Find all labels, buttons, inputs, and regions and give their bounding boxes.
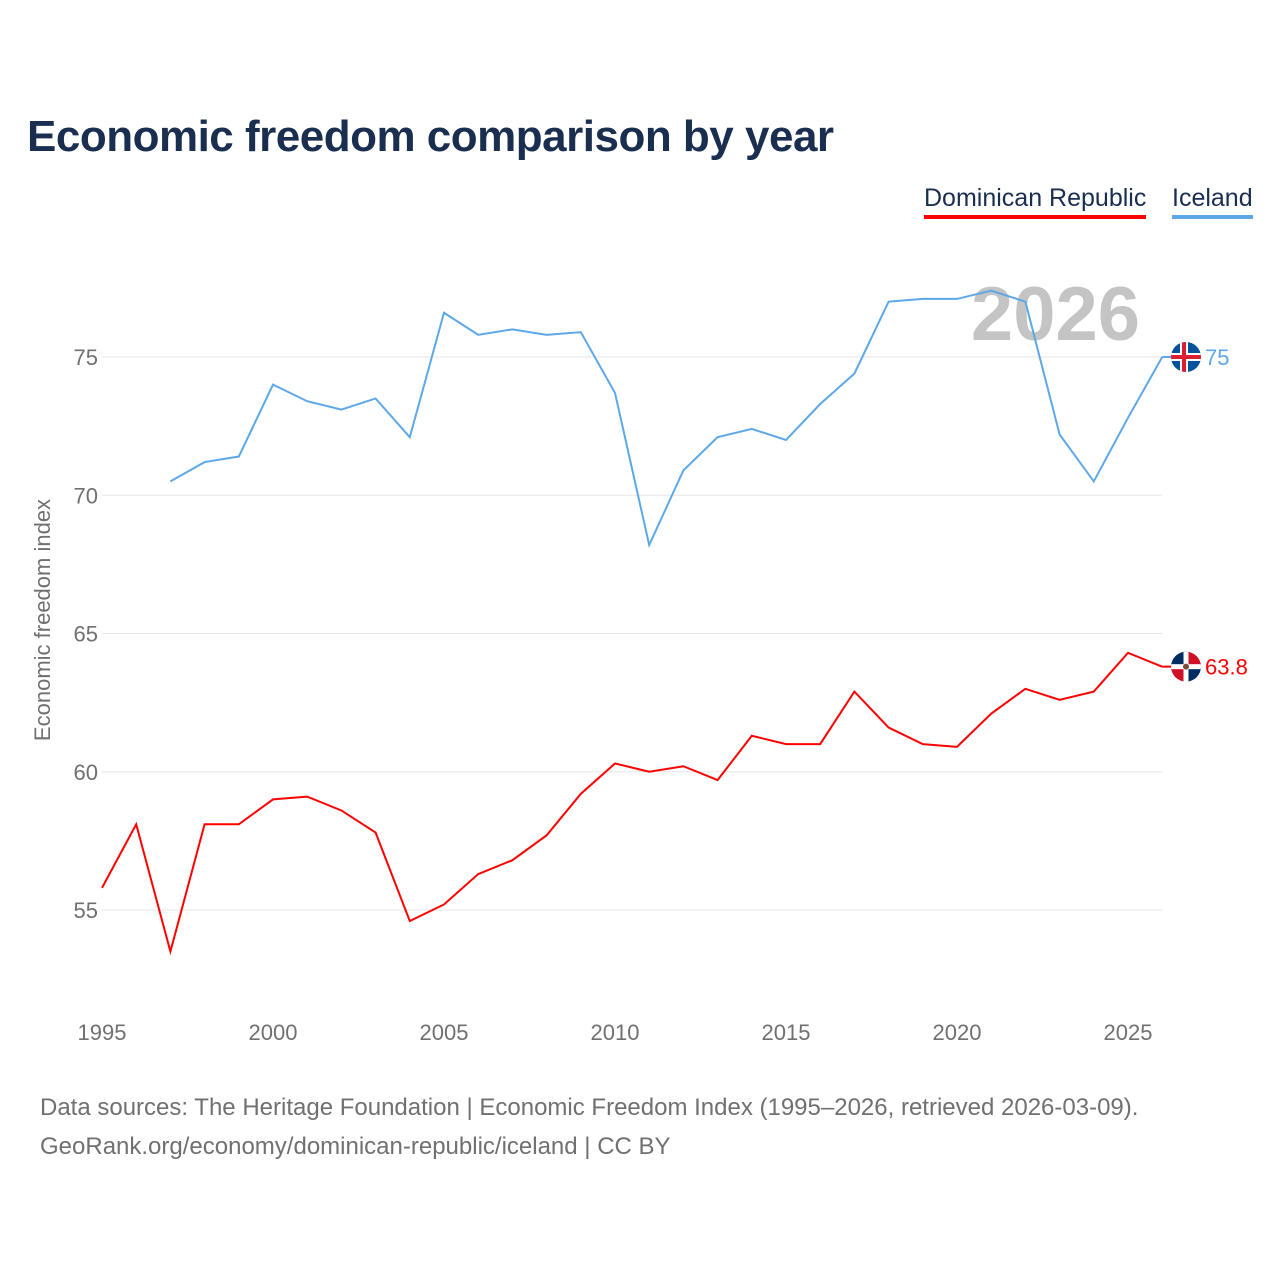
data-point	[646, 769, 652, 775]
data-point	[236, 454, 242, 460]
data-point	[304, 398, 310, 404]
data-point	[886, 725, 892, 731]
data-point	[373, 830, 379, 836]
data-point	[133, 821, 139, 827]
data-point	[441, 901, 447, 907]
data-point	[817, 401, 823, 407]
x-tick-label: 2020	[933, 1020, 982, 1045]
data-point	[954, 744, 960, 750]
series-line-dominican-republic	[101, 651, 1163, 956]
data-point	[680, 467, 686, 473]
data-point	[202, 459, 208, 465]
data-point	[509, 857, 515, 863]
data-point	[715, 777, 721, 783]
data-point	[1022, 299, 1028, 305]
data-point	[680, 763, 686, 769]
data-point	[612, 390, 618, 396]
chart-title: Economic freedom comparison by year	[27, 112, 834, 161]
x-tick-label: 2025	[1104, 1020, 1153, 1045]
data-point	[783, 437, 789, 443]
data-point	[407, 918, 413, 924]
data-point	[1091, 478, 1097, 484]
source-line-2[interactable]: GeoRank.org/economy/dominican-republic/i…	[40, 1133, 671, 1160]
data-point	[544, 332, 550, 338]
data-point	[646, 542, 652, 548]
data-point	[1125, 415, 1131, 421]
end-value-label: 75	[1205, 345, 1229, 370]
year-watermark: 2026	[971, 272, 1140, 357]
source-note: Data sources: The Heritage Foundation | …	[40, 1088, 1138, 1166]
data-point	[99, 885, 105, 891]
data-point	[202, 821, 208, 827]
y-tick-label: 75	[74, 345, 98, 370]
data-point	[783, 741, 789, 747]
data-point	[920, 296, 926, 302]
data-point	[236, 821, 242, 827]
dominican-republic-flag-icon	[1171, 651, 1201, 682]
data-point	[1091, 689, 1097, 695]
data-point	[475, 332, 481, 338]
x-tick-label: 2010	[591, 1020, 640, 1045]
data-point	[1022, 686, 1028, 692]
legend-dominican-republic[interactable]: Dominican Republic	[924, 184, 1147, 219]
data-point	[817, 741, 823, 747]
data-point	[920, 741, 926, 747]
x-tick-label: 2015	[762, 1020, 811, 1045]
data-point	[954, 296, 960, 302]
y-axis-label: Economic freedom index	[30, 499, 55, 741]
data-point	[338, 807, 344, 813]
data-point	[988, 711, 994, 717]
data-point	[475, 871, 481, 877]
data-point	[612, 760, 618, 766]
data-point	[1125, 650, 1131, 656]
data-point	[851, 371, 857, 377]
iceland-flag-icon	[1171, 342, 1201, 372]
data-point	[509, 326, 515, 332]
source-line-1: Data sources: The Heritage Foundation | …	[40, 1094, 1139, 1121]
end-value-label: 63.8	[1205, 655, 1248, 680]
data-point	[373, 395, 379, 401]
data-point	[167, 478, 173, 484]
x-tick-label: 2005	[420, 1020, 469, 1045]
legend-iceland[interactable]: Iceland	[1172, 184, 1253, 219]
x-tick-label: 2000	[249, 1020, 298, 1045]
data-point	[749, 426, 755, 432]
y-tick-label: 70	[74, 483, 98, 508]
data-point	[167, 948, 173, 954]
data-point	[578, 791, 584, 797]
data-point	[851, 689, 857, 695]
data-point	[338, 407, 344, 413]
y-tick-label: 65	[74, 622, 98, 647]
data-point	[578, 329, 584, 335]
y-tick-label: 55	[74, 898, 98, 923]
data-point	[441, 310, 447, 316]
y-tick-label: 60	[74, 760, 98, 785]
data-point	[749, 733, 755, 739]
data-point	[886, 299, 892, 305]
data-point	[715, 434, 721, 440]
data-point	[407, 434, 413, 440]
data-point	[270, 382, 276, 388]
data-point	[988, 288, 994, 294]
x-tick-label: 1995	[78, 1020, 127, 1045]
data-point	[270, 796, 276, 802]
data-point	[304, 794, 310, 800]
data-point	[1057, 431, 1063, 437]
series-line-iceland	[169, 289, 1164, 549]
data-point	[1057, 697, 1063, 703]
data-point	[544, 832, 550, 838]
